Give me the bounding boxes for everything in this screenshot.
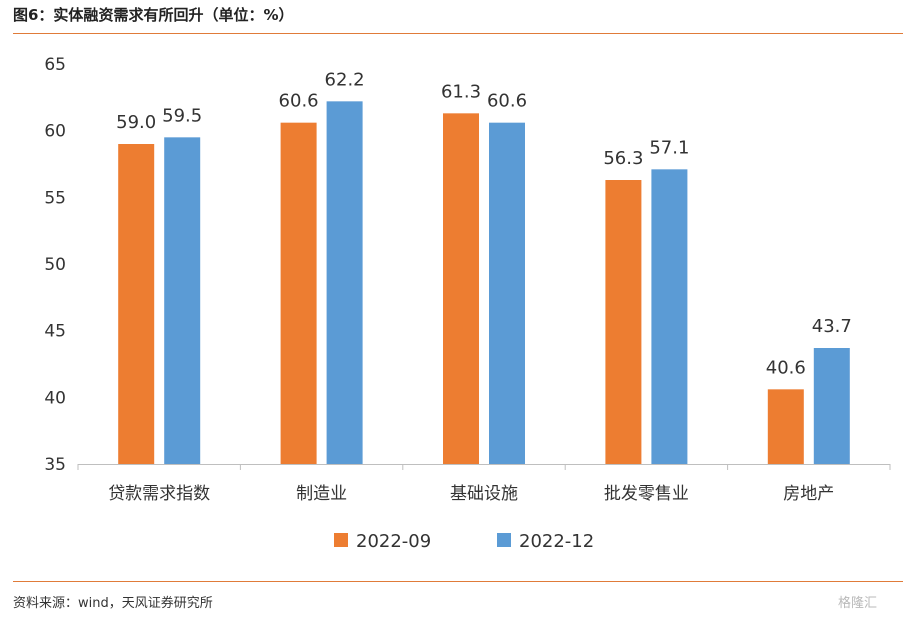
bar-value-label: 61.3 [441,81,481,102]
watermark-logo: 格隆汇 [838,596,878,611]
source-note: 资料来源：wind，天风证券研究所 [13,596,213,611]
bar-2022-09 [605,180,642,464]
bar-2022-09 [443,113,479,464]
legend-label: 2022-09 [356,531,431,552]
bar-2022-09 [118,144,155,464]
bar-2022-09 [767,389,804,464]
bar-2022-12 [489,122,525,465]
bar-value-label: 60.6 [487,91,527,112]
bar-2022-12 [326,101,363,464]
x-category-label: 房地产 [783,484,834,504]
y-tick-label: 50 [44,255,66,275]
legend-swatch [497,533,511,547]
bar-2022-12 [164,137,201,465]
footer-rule [13,581,903,582]
bar-value-label: 60.6 [279,91,319,112]
bar-value-label: 43.7 [812,316,852,337]
bar-2022-12 [651,169,688,465]
y-tick-label: 55 [44,188,66,208]
bar-value-label: 40.6 [766,357,806,378]
y-tick-label: 35 [44,455,66,475]
y-tick-label: 65 [44,55,66,75]
bar-value-label: 59.5 [162,105,202,126]
bar-value-label: 57.1 [649,137,689,158]
bar-value-label: 62.2 [325,69,365,90]
bar-value-label: 59.0 [116,112,156,133]
legend-swatch [334,533,348,547]
bar-chart: 35 40 45 50 55 60 65 59.0 59.5 贷款需求指数 60.6 62.2 制造业 6… [44,55,891,552]
x-category-label: 贷款需求指数 [108,484,210,504]
y-tick-label: 40 [44,388,66,408]
title-rule [13,33,903,34]
chart-title: 图6：实体融资需求有所回升（单位：%） [13,6,294,24]
x-category-label: 批发零售业 [604,484,689,504]
bar-2022-12 [813,348,850,464]
bar-2022-09 [280,122,317,465]
bar-value-label: 56.3 [603,148,643,169]
y-tick-label: 60 [44,122,66,142]
legend-label: 2022-12 [519,531,594,552]
x-category-label: 基础设施 [450,484,518,504]
y-tick-label: 45 [44,322,66,342]
x-category-label: 制造业 [296,484,347,504]
